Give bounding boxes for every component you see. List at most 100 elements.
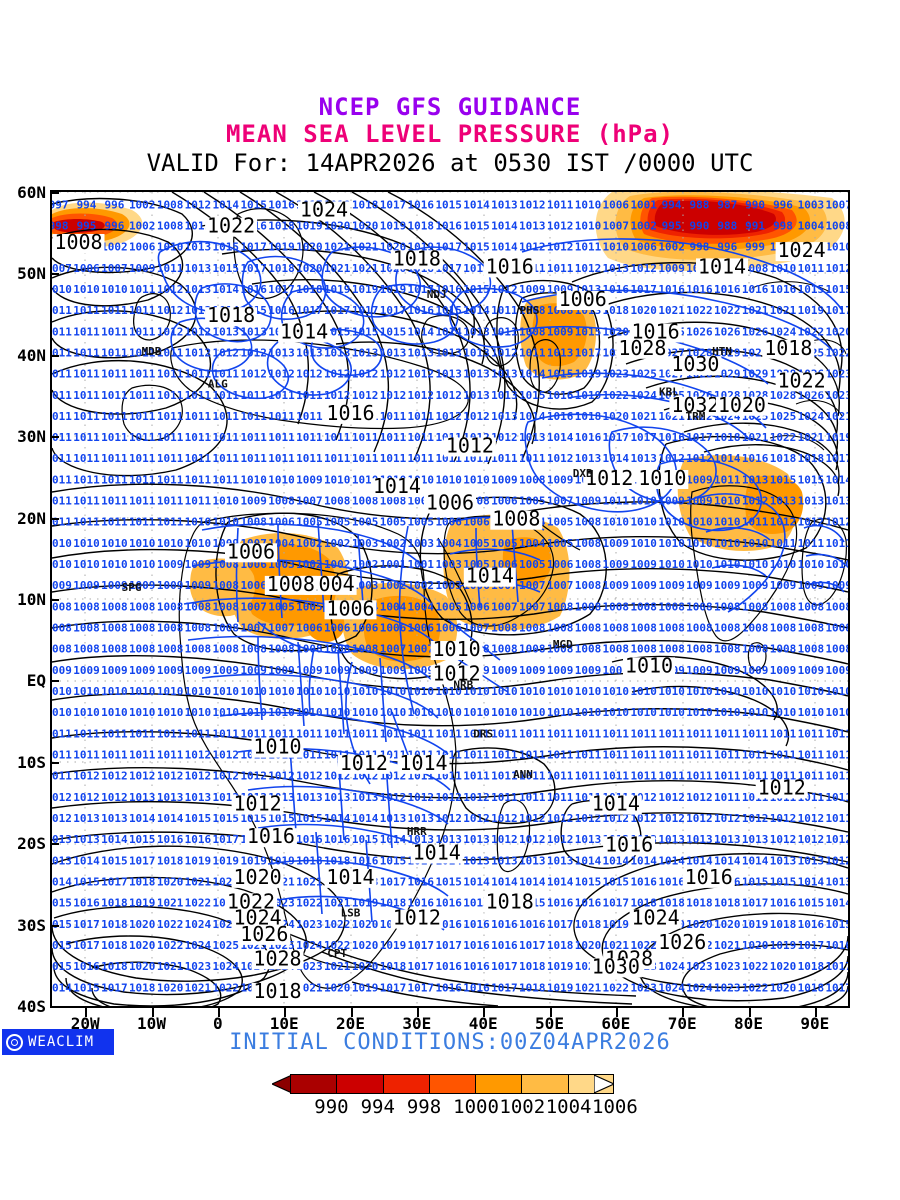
contour-label: 1010 bbox=[433, 637, 481, 661]
contour-label: 1012 bbox=[340, 751, 388, 775]
gridpoint-value: 1010 bbox=[630, 495, 657, 508]
gridpoint-value: 1023 bbox=[630, 981, 657, 994]
gridpoint-value: 1012 bbox=[770, 833, 797, 846]
gridpoint-value: 1010 bbox=[658, 706, 685, 719]
gridpoint-value: 1010 bbox=[714, 685, 741, 698]
station-label: MDB bbox=[142, 345, 162, 358]
gridpoint-value: 1019 bbox=[603, 918, 630, 931]
contour-label: 1014 bbox=[592, 792, 640, 816]
gridpoint-value: 1016 bbox=[519, 918, 546, 931]
gridpoint-value: 1006 bbox=[463, 516, 490, 529]
gridpoint-value: 1011 bbox=[825, 812, 848, 825]
gridpoint-value: 1001 bbox=[408, 558, 435, 571]
contour-label: 1018 bbox=[393, 246, 441, 270]
gridpoint-value: 1009 bbox=[603, 558, 630, 571]
gridpoint-value: 1010 bbox=[73, 558, 100, 571]
contour-label: 1012 bbox=[433, 661, 481, 685]
gridpoint-value: 1011 bbox=[519, 749, 546, 762]
contour-label-halo bbox=[251, 950, 304, 970]
gridpoint-value: 1008 bbox=[213, 622, 240, 635]
gridpoint-value: 1005 bbox=[491, 537, 518, 550]
contour-label-halo bbox=[251, 738, 304, 758]
contour-label: 1010 bbox=[625, 653, 673, 677]
gridpoint-value: 1013 bbox=[463, 854, 490, 867]
gridpoint-value: 1021 bbox=[352, 262, 379, 275]
gridpoint-value: 1012 bbox=[491, 346, 518, 359]
gridpoint-value: 1019 bbox=[268, 854, 295, 867]
gridpoint-value: 1013 bbox=[296, 791, 323, 804]
gridpoint-value: 1016 bbox=[491, 939, 518, 952]
gridpoint-value: 1024 bbox=[185, 939, 212, 952]
colorbar-tick-label: 994 bbox=[360, 1096, 395, 1118]
gridpoint-value: 1018 bbox=[129, 876, 156, 889]
gridpoint-value: 1010 bbox=[798, 685, 825, 698]
gridpoint-value: 1009 bbox=[798, 664, 825, 677]
gridpoint-value: 1015 bbox=[129, 833, 156, 846]
gridpoint-value: 1005 bbox=[296, 600, 323, 613]
gridpoint-value: 1008 bbox=[575, 600, 602, 613]
x-axis-tick bbox=[682, 1008, 685, 1017]
contour-label-halo bbox=[682, 868, 735, 888]
gridpoint-value: 1022 bbox=[714, 304, 741, 317]
gridpoint-value: 1002 bbox=[324, 537, 351, 550]
gridpoint-value: 1022 bbox=[296, 897, 323, 910]
gridpoint-value: 1022 bbox=[157, 918, 184, 931]
gridpoint-value: 1010 bbox=[52, 537, 72, 550]
contour-label-halo bbox=[775, 372, 828, 392]
contour-label: 1018 bbox=[207, 303, 255, 327]
gridpoint-value: 1010 bbox=[603, 516, 630, 529]
gridpoint-value: 1021 bbox=[742, 431, 769, 444]
gridpoint-value: 1016 bbox=[463, 960, 490, 973]
gridpoint-value: 1012 bbox=[798, 833, 825, 846]
contour-label-halo bbox=[715, 396, 768, 416]
gridpoint-value: 1005 bbox=[380, 516, 407, 529]
gridpoint-value: 1015 bbox=[742, 876, 769, 889]
gridpoint-value: 1019 bbox=[268, 241, 295, 254]
gridpoint-value: 1013 bbox=[185, 241, 212, 254]
x-axis-tick bbox=[615, 1008, 618, 1017]
contour-label: 1016 bbox=[486, 254, 534, 278]
gridpoint-value: 1011 bbox=[157, 262, 184, 275]
contour-label-halo bbox=[304, 575, 357, 595]
gridpoint-value: 1011 bbox=[352, 431, 379, 444]
gridpoint-value: 1020 bbox=[575, 939, 602, 952]
gridpoint-value: 1011 bbox=[770, 749, 797, 762]
station-label: NRB bbox=[453, 679, 473, 692]
gridpoint-value: 1026 bbox=[742, 325, 769, 338]
contour-label-halo bbox=[629, 323, 682, 343]
gridpoint-value: 1009 bbox=[519, 664, 546, 677]
gridpoint-value: 1010 bbox=[101, 706, 128, 719]
gridpoint-value: 1020 bbox=[129, 918, 156, 931]
gridpoint-value: 1018 bbox=[519, 981, 546, 994]
contour-label: 1012 bbox=[446, 434, 494, 458]
gridpoint-value: 1010 bbox=[352, 706, 379, 719]
gridpoint-value: 1009 bbox=[575, 495, 602, 508]
gridpoint-value: 1014 bbox=[324, 812, 351, 825]
gridpoint-value: 1013 bbox=[463, 389, 490, 402]
gridpoint-value: 1009 bbox=[547, 325, 574, 338]
gridpoint-value: 1024 bbox=[213, 960, 240, 973]
gridpoint-value: 1014 bbox=[547, 431, 574, 444]
colorbar-tick-label: 1006 bbox=[592, 1096, 638, 1118]
gridpoint-value: 1008 bbox=[185, 600, 212, 613]
gridpoint-value: 1009 bbox=[352, 664, 379, 677]
gridpoint-value: 1015 bbox=[380, 854, 407, 867]
gridpoint-value: 1011 bbox=[547, 770, 574, 783]
contour-label-halo bbox=[483, 893, 536, 913]
gridpoint-value: 1013 bbox=[324, 346, 351, 359]
gridpoint-value: 1015 bbox=[798, 283, 825, 296]
gridpoint-value: 1015 bbox=[463, 897, 490, 910]
gridpoint-value: 1003 bbox=[352, 579, 379, 592]
gridpoint-value: 1010 bbox=[742, 706, 769, 719]
gridpoint-value: 1003 bbox=[435, 579, 462, 592]
x-axis-tick-label: 20E bbox=[336, 1014, 365, 1033]
gridpoint-value: 1011 bbox=[73, 452, 100, 465]
gridpoint-value: 1016 bbox=[770, 283, 797, 296]
gridpoint-value: 1009 bbox=[324, 664, 351, 677]
gridpoint-value: 1010 bbox=[658, 537, 685, 550]
gridpoint-value: 1008 bbox=[268, 643, 295, 656]
contour-label: 1028 bbox=[253, 946, 301, 970]
gridpoint-value: 1020 bbox=[352, 960, 379, 973]
contour-label-halo bbox=[231, 795, 284, 815]
gridpoint-value: 1018 bbox=[798, 981, 825, 994]
